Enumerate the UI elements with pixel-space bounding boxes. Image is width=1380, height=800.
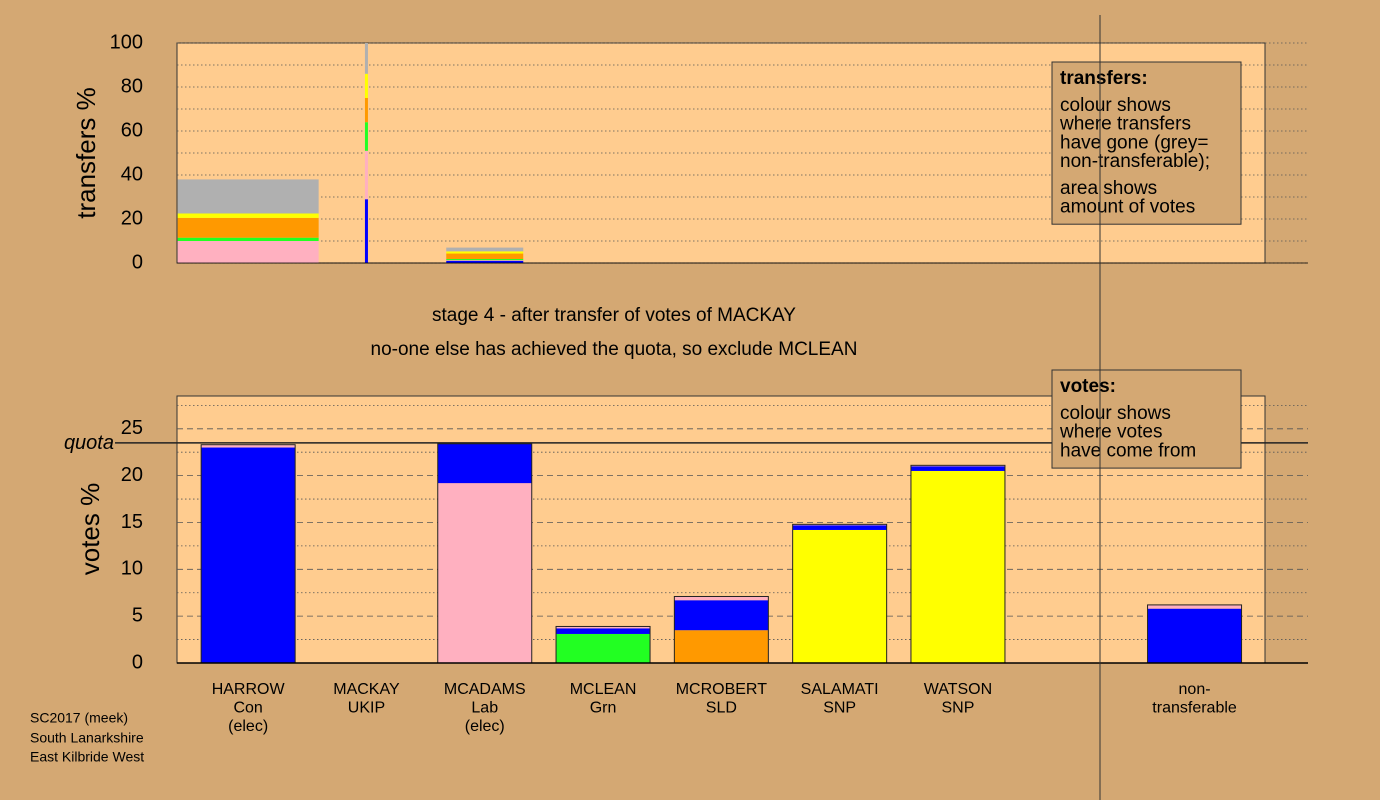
- bar-segment: [437, 483, 532, 663]
- legend-text: amount of votes: [1060, 197, 1195, 218]
- bar-segment: [177, 179, 319, 214]
- note: stage 4 - after transfer of votes of MAC…: [432, 305, 796, 326]
- bar-segment: [446, 247, 524, 252]
- y-axis-title: transfers %: [71, 87, 101, 219]
- y-tick-label: 40: [121, 163, 143, 185]
- bar-segment: [177, 217, 319, 238]
- x-tick-label: (elec): [465, 718, 505, 735]
- legend-text: where votes: [1059, 422, 1162, 443]
- bar-segment: [446, 253, 524, 260]
- legend-text: colour shows: [1060, 403, 1171, 424]
- legend-text: have come from: [1060, 440, 1196, 461]
- x-tick-label: SLD: [706, 700, 737, 717]
- legend-title: votes:: [1060, 376, 1116, 397]
- bar-segment: [1147, 608, 1242, 663]
- bar-segment: [446, 260, 524, 263]
- bar-segment: [364, 98, 368, 123]
- bar-segment: [910, 466, 1005, 471]
- legend-text: area shows: [1060, 178, 1157, 199]
- y-tick-label: 60: [121, 119, 143, 141]
- note: no-one else has achieved the quota, so e…: [371, 339, 858, 360]
- legend-box: [1051, 369, 1242, 469]
- x-tick-label: UKIP: [348, 700, 385, 717]
- bar-segment: [177, 213, 319, 218]
- bar-segment: [177, 237, 319, 241]
- x-tick-label: Grn: [590, 700, 617, 717]
- y-tick-label: 0: [132, 251, 143, 273]
- bar-segment: [446, 260, 524, 261]
- bar-segment: [364, 73, 368, 98]
- x-tick-label: HARROW: [212, 681, 286, 698]
- bar-segment: [364, 122, 368, 151]
- footer: South Lanarkshire: [30, 730, 144, 746]
- legend-text: colour shows: [1060, 95, 1171, 116]
- quota-label: quota: [64, 432, 114, 454]
- bar-segment: [674, 596, 769, 601]
- bar-segment: [201, 444, 296, 448]
- y-tick-label: 100: [110, 31, 143, 53]
- x-tick-label: MACKAY: [333, 681, 400, 698]
- bar-segment: [446, 259, 524, 261]
- bar-segment: [364, 150, 368, 200]
- bar-segment: [1147, 604, 1242, 609]
- x-tick-label: SNP: [941, 700, 974, 717]
- y-tick-label: 0: [132, 651, 143, 673]
- y-tick-label: 15: [121, 511, 143, 533]
- bar-segment: [364, 199, 368, 263]
- x-tick-label: MCADAMS: [444, 681, 526, 698]
- bar-segment: [674, 600, 769, 631]
- x-tick-label: SNP: [823, 700, 856, 717]
- legend-text: where transfers: [1059, 114, 1191, 135]
- x-tick-label: transferable: [1152, 700, 1237, 717]
- bar-segment: [437, 443, 532, 484]
- bar-segment: [792, 529, 887, 663]
- x-tick-label: Lab: [471, 700, 498, 717]
- x-tick-label: SALAMATI: [801, 681, 879, 698]
- legend-text: non-transferable);: [1060, 151, 1210, 172]
- legend-text: have gone (grey=: [1060, 132, 1208, 153]
- footer: East Kilbride West: [30, 749, 144, 765]
- x-tick-label: MCROBERT: [676, 681, 767, 698]
- bar-segment: [556, 626, 651, 629]
- legend-box: [1051, 61, 1242, 225]
- bar-segment: [177, 241, 319, 263]
- y-tick-label: 20: [121, 464, 143, 486]
- y-tick-label: 10: [121, 558, 143, 580]
- bar-segment: [674, 630, 769, 663]
- x-tick-label: Con: [233, 700, 262, 717]
- bar-segment: [556, 628, 651, 634]
- x-tick-label: (elec): [228, 718, 268, 735]
- legend-title: transfers:: [1060, 68, 1148, 89]
- bar-segment: [201, 447, 296, 663]
- bar-segment: [364, 43, 368, 74]
- bar-segment: [446, 251, 524, 254]
- y-tick-label: 80: [121, 75, 143, 97]
- x-tick-label: WATSON: [924, 681, 992, 698]
- bar-segment: [556, 633, 651, 663]
- bar-segment: [792, 525, 887, 530]
- bar-segment: [910, 470, 1005, 663]
- x-tick-label: MCLEAN: [570, 681, 637, 698]
- x-tick-label: non-: [1179, 681, 1211, 698]
- footer: SC2017 (meek): [30, 710, 128, 726]
- y-axis-title: votes %: [75, 483, 105, 576]
- y-tick-label: 25: [121, 417, 143, 439]
- y-tick-label: 5: [132, 604, 143, 626]
- y-tick-label: 20: [121, 207, 143, 229]
